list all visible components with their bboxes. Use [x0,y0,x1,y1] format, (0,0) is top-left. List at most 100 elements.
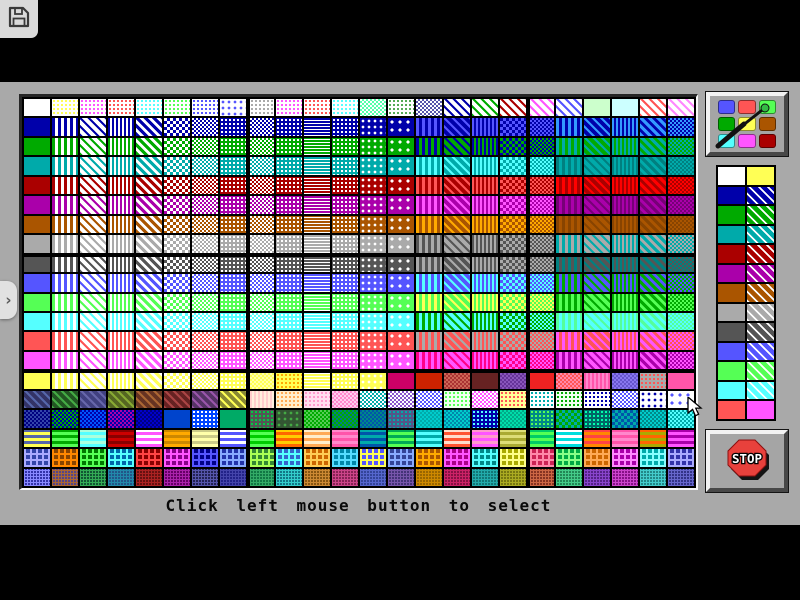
pattern-swatch[interactable] [472,215,498,234]
pattern-swatch[interactable] [360,274,386,292]
pattern-swatch[interactable] [80,176,106,195]
pattern-swatch[interactable] [668,274,694,292]
pattern-swatch[interactable] [276,351,302,370]
palette-color-swatch[interactable] [718,323,745,341]
pattern-swatch[interactable] [612,118,638,136]
pattern-swatch[interactable] [500,235,526,253]
pattern-swatch[interactable] [332,235,358,253]
pattern-swatch[interactable] [388,118,414,136]
pattern-swatch[interactable] [556,293,582,311]
pattern-swatch[interactable] [80,196,106,214]
pattern-swatch[interactable] [248,118,274,136]
pattern-swatch[interactable] [136,118,162,136]
pattern-swatch[interactable] [388,176,414,195]
pattern-swatch[interactable] [444,157,470,175]
pattern-swatch[interactable] [108,118,134,136]
pattern-swatch[interactable] [556,254,582,273]
pattern-swatch[interactable] [556,390,582,409]
pattern-swatch[interactable] [276,196,302,214]
pattern-swatch[interactable] [640,254,666,273]
pattern-swatch[interactable] [584,118,610,136]
pattern-swatch[interactable] [472,196,498,214]
pattern-swatch[interactable] [416,235,442,253]
pattern-swatch[interactable] [276,371,302,389]
pattern-swatch[interactable] [640,176,666,195]
pattern-swatch[interactable] [528,235,554,253]
pattern-swatch[interactable] [52,254,78,273]
pattern-swatch[interactable] [24,254,50,273]
pattern-swatch[interactable] [164,235,190,253]
pattern-swatch[interactable] [164,449,190,467]
palette-color-swatch[interactable] [747,225,774,244]
pattern-swatch[interactable] [444,429,470,448]
pattern-swatch[interactable] [388,293,414,311]
pattern-swatch[interactable] [164,274,190,292]
pattern-swatch[interactable] [444,293,470,311]
pattern-swatch[interactable] [360,215,386,234]
palette-color-swatch[interactable] [747,186,774,205]
pattern-swatch[interactable] [52,99,78,117]
pattern-swatch[interactable] [612,449,638,467]
pattern-swatch[interactable] [528,176,554,195]
pattern-swatch[interactable] [108,449,134,467]
palette-color-swatch[interactable] [718,225,745,244]
pattern-swatch[interactable] [192,254,218,273]
pattern-swatch[interactable] [304,312,330,331]
pattern-swatch[interactable] [668,332,694,350]
pattern-swatch[interactable] [388,157,414,175]
pattern-swatch[interactable] [248,99,274,117]
pattern-swatch[interactable] [668,293,694,311]
pattern-swatch[interactable] [220,176,246,195]
pattern-swatch[interactable] [220,215,246,234]
pattern-swatch[interactable] [612,215,638,234]
palette-color-swatch[interactable] [747,362,774,380]
pattern-swatch[interactable] [556,118,582,136]
pattern-swatch[interactable] [24,235,50,253]
pattern-swatch[interactable] [556,312,582,331]
pattern-swatch[interactable] [136,429,162,448]
pattern-swatch[interactable] [584,235,610,253]
pattern-swatch[interactable] [584,429,610,448]
pattern-swatch[interactable] [584,137,610,156]
pattern-swatch[interactable] [500,468,526,486]
palette-color-swatch[interactable] [718,342,745,361]
pattern-swatch[interactable] [164,410,190,428]
pattern-swatch[interactable] [220,468,246,486]
pattern-swatch[interactable] [52,410,78,428]
pattern-swatch[interactable] [108,390,134,409]
pattern-swatch[interactable] [332,137,358,156]
pattern-swatch[interactable] [192,157,218,175]
pattern-swatch[interactable] [52,274,78,292]
pattern-swatch[interactable] [136,196,162,214]
pattern-swatch[interactable] [80,312,106,331]
pattern-swatch[interactable] [444,332,470,350]
pattern-swatch[interactable] [472,429,498,448]
pattern-swatch[interactable] [640,137,666,156]
pattern-swatch[interactable] [24,332,50,350]
pattern-swatch[interactable] [612,312,638,331]
pattern-swatch[interactable] [556,274,582,292]
pattern-swatch[interactable] [24,429,50,448]
pattern-swatch[interactable] [220,410,246,428]
pattern-swatch[interactable] [500,215,526,234]
pattern-swatch[interactable] [444,449,470,467]
pattern-swatch[interactable] [52,332,78,350]
pattern-swatch[interactable] [304,429,330,448]
pattern-swatch[interactable] [640,99,666,117]
pattern-swatch[interactable] [584,274,610,292]
pattern-swatch[interactable] [192,410,218,428]
pattern-swatch[interactable] [388,468,414,486]
pattern-swatch[interactable] [528,429,554,448]
palette-color-swatch[interactable] [718,245,745,263]
pattern-swatch[interactable] [612,351,638,370]
pattern-swatch[interactable] [444,274,470,292]
pattern-swatch[interactable] [24,351,50,370]
pattern-swatch[interactable] [528,410,554,428]
pattern-swatch[interactable] [612,293,638,311]
pattern-swatch[interactable] [416,312,442,331]
palette-color-swatch[interactable] [747,303,774,322]
pattern-swatch[interactable] [304,137,330,156]
pattern-swatch[interactable] [556,157,582,175]
palette-color-swatch[interactable] [718,206,745,224]
pattern-swatch[interactable] [192,468,218,486]
